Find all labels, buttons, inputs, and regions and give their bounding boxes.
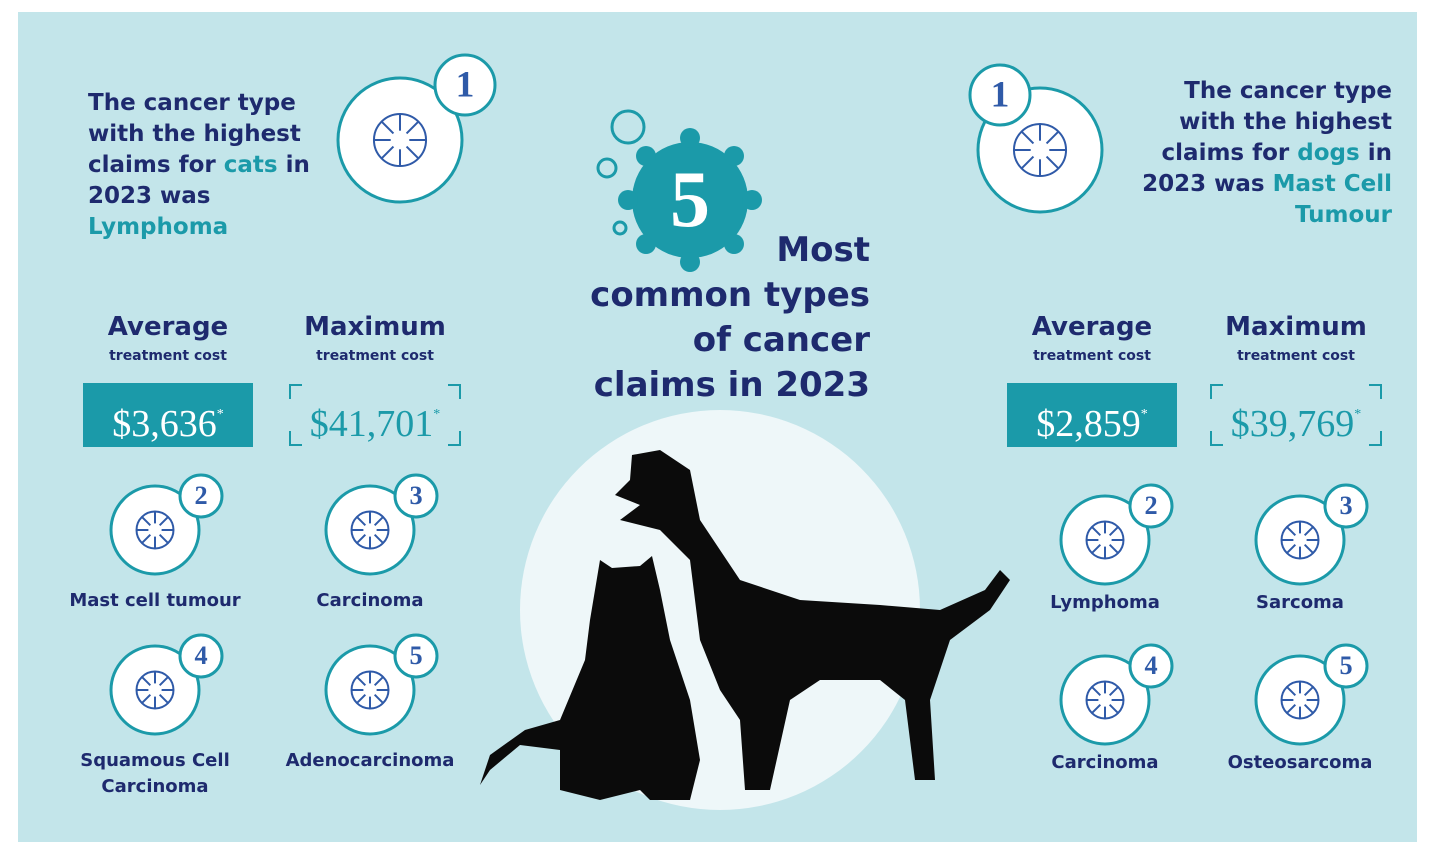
cancer-type-label: Osteosarcoma [1205, 750, 1395, 776]
icon: 5 [326, 635, 437, 734]
rank-number: 4 [194, 641, 207, 670]
icon: 4 [111, 635, 222, 734]
amount-note: * [1141, 407, 1148, 422]
icon: 3 [326, 475, 437, 574]
cost-amount: $39,769* [1211, 383, 1381, 447]
icon: 3 [1256, 485, 1367, 584]
amount-text: $3,636 [112, 403, 217, 445]
rank-number: 1 [456, 64, 475, 105]
cost-amount: $3,636* [83, 383, 253, 447]
rank-number: 2 [194, 481, 207, 510]
cancer-type-label: Lymphoma [1010, 590, 1200, 616]
cancer-type-label: Carcinoma [275, 588, 465, 614]
cost-label: Maximum [275, 312, 475, 342]
title-line: Most [590, 228, 870, 273]
cost-sublabel: treatment cost [68, 348, 268, 364]
amount-note: * [1354, 407, 1361, 422]
rank-number: 2 [1144, 491, 1157, 520]
cancer-type-label: Carcinoma [1010, 750, 1200, 776]
amount-text: $39,769 [1231, 403, 1355, 445]
title-line: claims in 2023 [590, 363, 870, 408]
rank-number: 4 [1144, 651, 1157, 680]
headline-segment: dogs [1297, 140, 1359, 166]
cost-sublabel: treatment cost [1196, 348, 1396, 364]
cost-sublabel: treatment cost [275, 348, 475, 364]
amount-note: * [217, 407, 224, 422]
title-line: common types [590, 273, 870, 318]
cancer-type-label: Squamous Cell Carcinoma [60, 748, 250, 800]
title-line: of cancer [590, 318, 870, 363]
headline-segment: Mast Cell Tumour [1273, 171, 1392, 228]
title: Mostcommon typesof cancerclaims in 2023 [590, 228, 870, 408]
cost-label: Maximum [1196, 312, 1396, 342]
amount-note: * [433, 407, 440, 422]
headline: The cancer type with the highest claims … [1130, 76, 1392, 231]
amount-text: $41,701 [310, 403, 434, 445]
rank-number: 3 [409, 481, 422, 510]
cancer-type-label: Adenocarcinoma [275, 748, 465, 774]
cost-label: Average [992, 312, 1192, 342]
body: {"title":{"number":"5","lines":["Most","… [0, 0, 1435, 855]
icon: 1 [338, 55, 495, 202]
rank-number: 5 [409, 641, 422, 670]
icon: 4 [1061, 645, 1172, 744]
icon: 2 [111, 475, 222, 574]
icon: 1 [970, 65, 1102, 212]
cancer-type-label: Mast cell tumour [60, 588, 250, 614]
rank-number: 3 [1339, 491, 1352, 520]
icon: 5 [1256, 645, 1367, 744]
cost-label: Average [68, 312, 268, 342]
icon: 2 [1061, 485, 1172, 584]
rank-number: 5 [1339, 651, 1352, 680]
headline: The cancer type with the highest claims … [88, 88, 323, 243]
page: Cancer claims infographic html,body{marg… [0, 0, 1435, 855]
amount-text: $2,859 [1036, 403, 1141, 445]
cancer-type-label: Sarcoma [1205, 590, 1395, 616]
cost-amount: $41,701* [290, 383, 460, 447]
cost-amount: $2,859* [1007, 383, 1177, 447]
headline-segment: cats [224, 152, 278, 178]
headline-segment: Lymphoma [88, 214, 228, 240]
cost-sublabel: treatment cost [992, 348, 1192, 364]
rank-number: 1 [991, 74, 1010, 115]
